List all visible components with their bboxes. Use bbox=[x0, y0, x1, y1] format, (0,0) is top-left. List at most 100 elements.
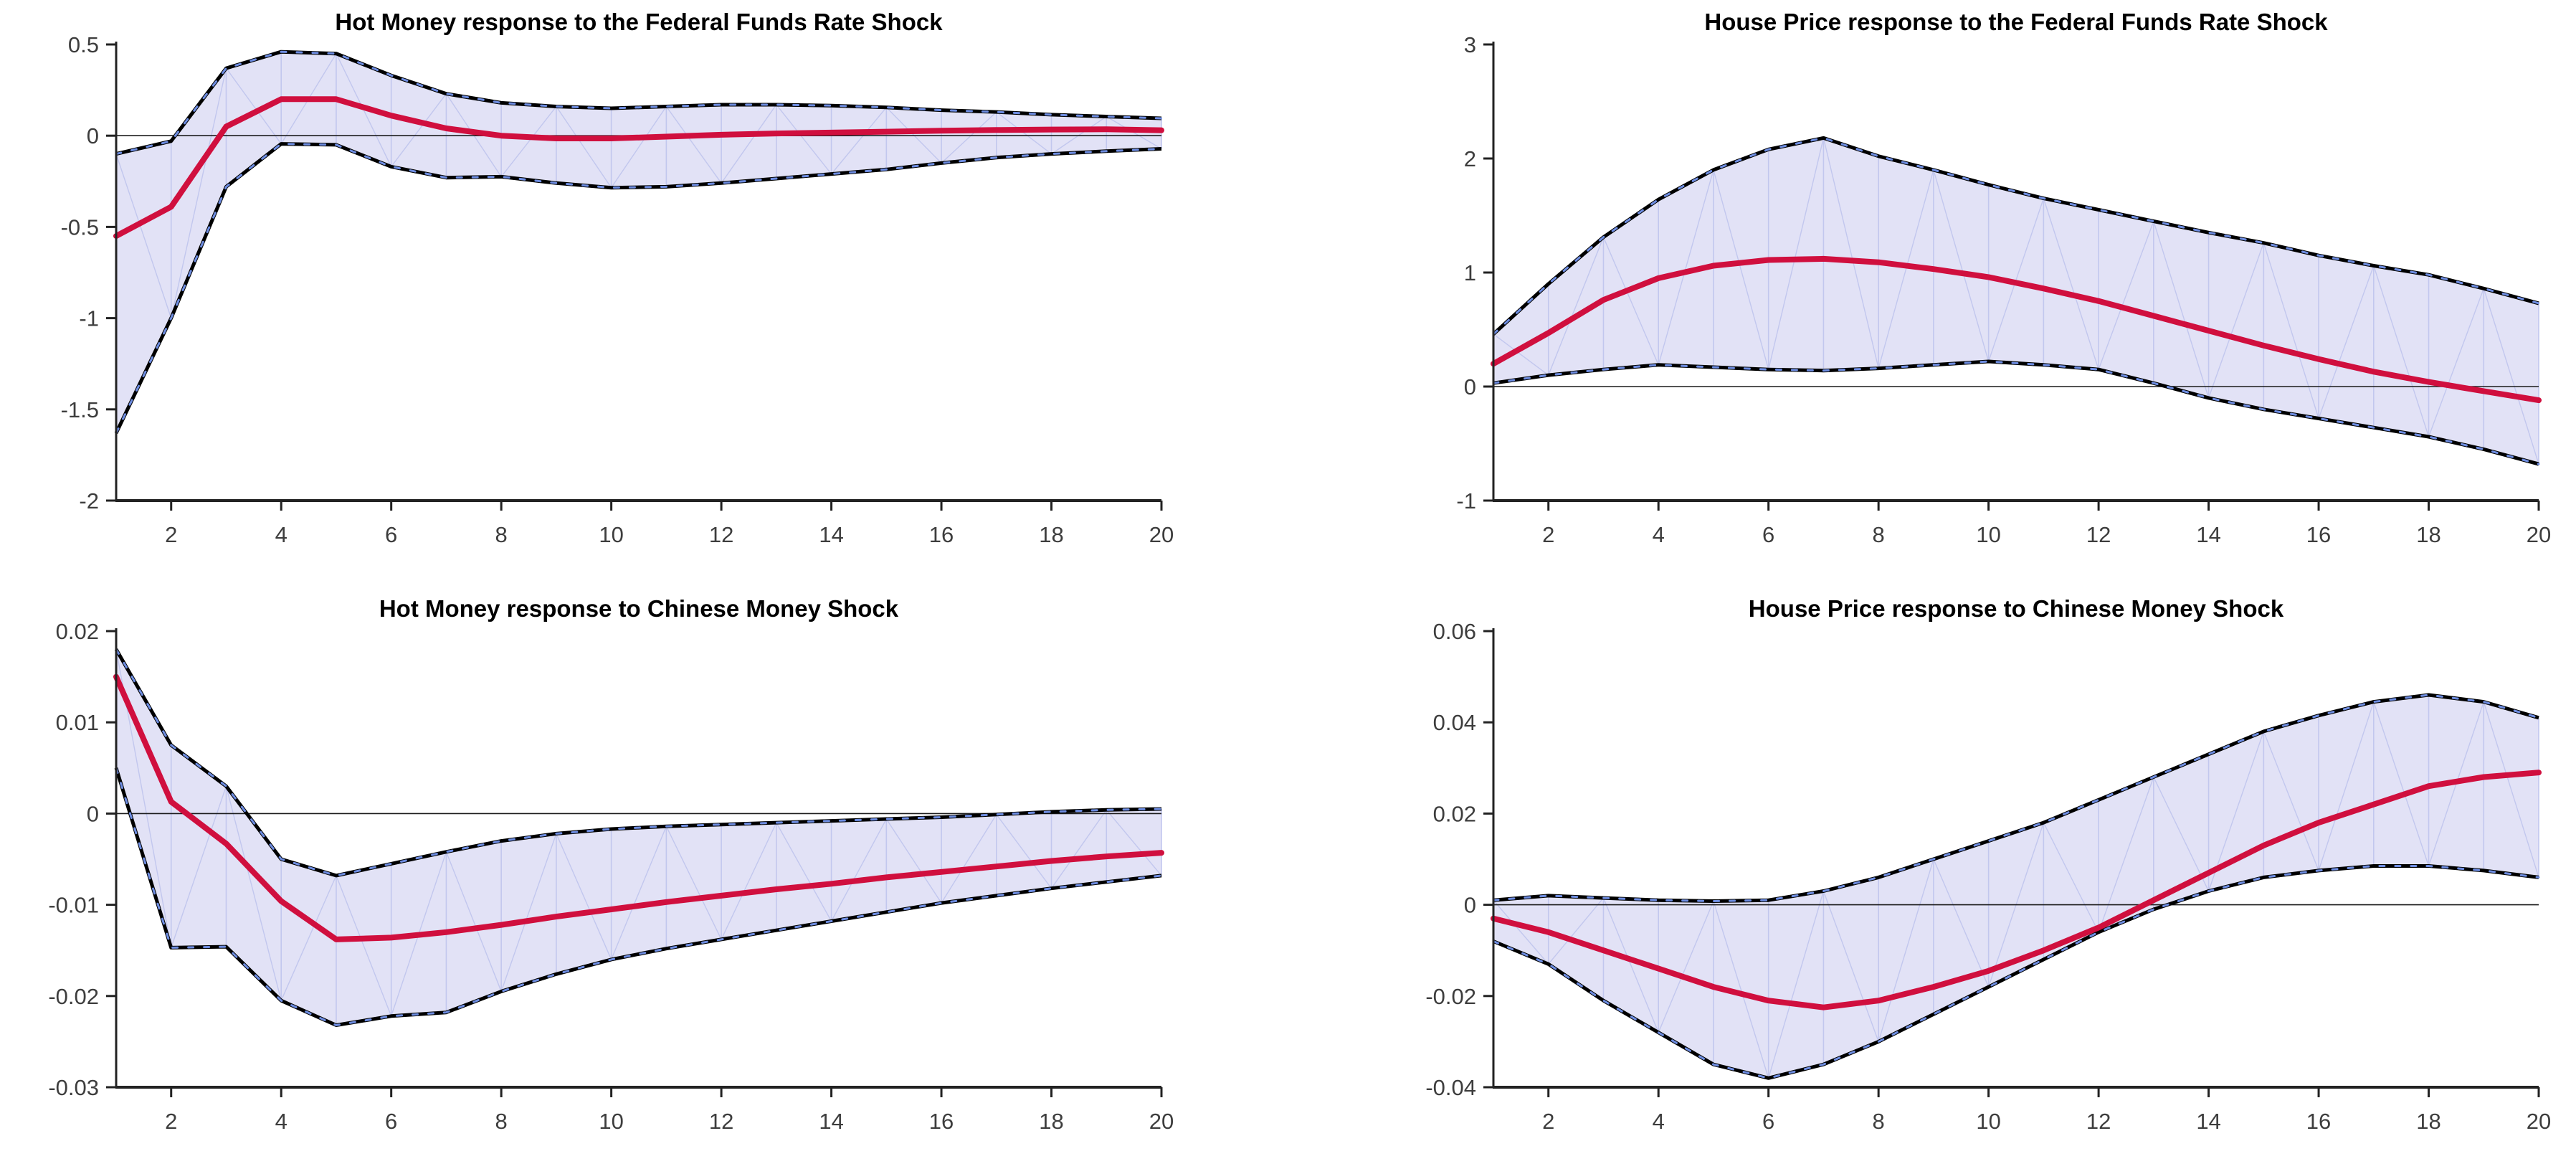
confidence-band-fill bbox=[1493, 138, 2539, 465]
y-tick-label: -0.01 bbox=[48, 893, 99, 918]
band-patch-diagonal-line bbox=[2263, 731, 2319, 871]
band-patch-diagonal-line bbox=[2098, 777, 2154, 932]
panel-top-left: 0.5 0 -0.5 -1 -1.5 -2 2 4 6 8 10 12 14 16 18 20 Hot Mone… bbox=[0, 0, 1288, 587]
y-tick-label: 2 bbox=[1464, 146, 1476, 171]
band-patch-diagonal-line bbox=[1548, 237, 1605, 376]
confidence-band-fill bbox=[116, 52, 1161, 433]
y-tick-label: -0.04 bbox=[1425, 1075, 1476, 1100]
x-tick-label: 18 bbox=[1039, 1109, 1063, 1134]
band-patch-diagonal-line bbox=[2483, 701, 2539, 878]
band-patch-diagonal-line bbox=[556, 833, 612, 960]
y-tick-label: -0.03 bbox=[48, 1075, 99, 1100]
band-patch-diagonal-line bbox=[1658, 901, 1714, 1033]
band-patch-diagonal-line bbox=[1658, 169, 1714, 365]
band-patch-diagonal-line bbox=[2207, 242, 2264, 399]
band-patch-diagonal-line bbox=[1106, 809, 1162, 876]
band-patch-diagonal-line bbox=[2318, 701, 2375, 871]
band-patch-diagonal-line bbox=[831, 107, 887, 175]
lower-band-line bbox=[114, 142, 1162, 434]
x-tick-label: 8 bbox=[1873, 522, 1885, 547]
x-tick-label: 20 bbox=[2527, 522, 2551, 547]
y-tick-label: 3 bbox=[1464, 32, 1476, 57]
median-line bbox=[1491, 255, 2542, 404]
panel-title: House Price response to the Federal Fund… bbox=[1704, 9, 2328, 35]
band-patch-diagonal-line bbox=[665, 825, 722, 940]
band-patch-diagonal-line bbox=[1602, 237, 1659, 366]
band-patch-diagonal-line bbox=[776, 822, 832, 922]
band-patch-diagonal-line bbox=[500, 106, 557, 177]
band-patch-diagonal-line bbox=[171, 67, 227, 318]
median-line bbox=[113, 96, 1164, 240]
upper-band-line-marker-dashes bbox=[1492, 693, 2540, 903]
x-tick-label: 18 bbox=[2416, 522, 2440, 547]
band-patch-diagonal-line bbox=[2318, 265, 2375, 419]
band-patch-diagonal-line bbox=[556, 106, 612, 189]
x-tick-label: 4 bbox=[1653, 1109, 1665, 1134]
x-tick-label: 12 bbox=[2086, 1109, 2111, 1134]
y-tick-label: -0.5 bbox=[61, 214, 99, 240]
band-patch-diagonal-line bbox=[115, 153, 172, 318]
band-patch-diagonal-line bbox=[941, 814, 997, 904]
band-patch-diagonal-line bbox=[2207, 731, 2264, 891]
confidence-band-fill bbox=[116, 649, 1161, 1026]
y-tick-label: 0 bbox=[87, 801, 99, 826]
band-patch-diagonal-line bbox=[721, 822, 777, 940]
band-patch-diagonal-line bbox=[1548, 897, 1605, 965]
panel-title: Hot Money response to the Federal Funds … bbox=[335, 9, 943, 35]
band-patch-diagonal-line bbox=[1050, 809, 1107, 889]
band-patch-diagonal-line bbox=[1933, 169, 1990, 362]
panel-bottom-right: 0.06 0.04 0.02 0 -0.02 -0.04 2 4 6 8 10 12 14 16 18 20 H… bbox=[1288, 587, 2576, 1174]
x-tick-label: 20 bbox=[1149, 1109, 1174, 1134]
x-tick-label: 6 bbox=[1762, 522, 1774, 547]
y-tick-label: 0.5 bbox=[68, 32, 99, 57]
lower-band-line-marker-dashes bbox=[1492, 360, 2540, 465]
panel-top-right: 3 2 1 0 -1 2 4 6 8 10 12 14 16 18 20 House Price respon… bbox=[1288, 0, 2576, 587]
x-tick-label: 10 bbox=[1976, 1109, 2000, 1134]
y-tick-label: 1 bbox=[1464, 260, 1476, 285]
x-tick-label: 14 bbox=[819, 522, 843, 547]
confidence-band-fill bbox=[1493, 695, 2539, 1079]
band-patch-diagonal-line bbox=[225, 67, 282, 145]
band-patch-diagonal-line bbox=[611, 106, 667, 189]
band-patch-diagonal-line bbox=[2483, 288, 2539, 465]
x-tick-label: 12 bbox=[709, 522, 733, 547]
x-tick-label: 2 bbox=[165, 522, 177, 547]
band-patch-diagonal-line bbox=[445, 851, 502, 992]
band-patch-diagonal-line bbox=[885, 818, 942, 904]
x-tick-label: 4 bbox=[275, 1109, 287, 1134]
x-tick-label: 6 bbox=[1762, 1109, 1774, 1134]
y-tick-label: 0.01 bbox=[56, 710, 99, 735]
x-tick-label: 6 bbox=[385, 522, 397, 547]
panel-title: Hot Money response to Chinese Money Shoc… bbox=[379, 595, 899, 622]
upper-band-line-marker-dashes bbox=[115, 50, 1163, 156]
band-patch-diagonal-line bbox=[2373, 265, 2430, 437]
band-patch-diagonal-line bbox=[2153, 777, 2210, 891]
band-patch-diagonal-line bbox=[500, 833, 557, 992]
band-patch-diagonal-line bbox=[610, 825, 667, 960]
x-tick-label: 2 bbox=[165, 1109, 177, 1134]
band-patch-diagonal-line bbox=[225, 786, 282, 1001]
x-tick-label: 4 bbox=[1653, 522, 1665, 547]
y-tick-label: -2 bbox=[79, 488, 99, 513]
band-patch-diagonal-line bbox=[2043, 198, 2099, 370]
y-tick-label: -1.5 bbox=[61, 397, 99, 422]
band-patch-diagonal-line bbox=[1822, 138, 1879, 369]
band-patch-diagonal-line bbox=[665, 106, 722, 184]
band-patch-diagonal-line bbox=[1878, 169, 1934, 369]
band-patch-diagonal-line bbox=[391, 93, 447, 167]
band-patch-diagonal-line bbox=[1713, 901, 1769, 1079]
band-patch-diagonal-line bbox=[1878, 858, 1934, 1042]
x-tick-label: 8 bbox=[1873, 1109, 1885, 1134]
y-tick-label: -0.02 bbox=[1425, 984, 1476, 1009]
x-tick-label: 2 bbox=[1542, 522, 1554, 547]
x-tick-label: 6 bbox=[385, 1109, 397, 1134]
x-tick-label: 18 bbox=[1039, 522, 1063, 547]
band-patch-diagonal-line bbox=[996, 111, 1052, 155]
upper-band-line-marker-dashes bbox=[115, 648, 1163, 877]
irf-chart-house-price-cms: 0.06 0.04 0.02 0 -0.02 -0.04 2 4 6 8 10 12 14 16 18 20 H… bbox=[1425, 595, 2551, 1134]
x-tick-label: 14 bbox=[2196, 522, 2220, 547]
y-tick-label: 0.04 bbox=[1433, 710, 1476, 735]
band-patch-diagonal-line bbox=[2263, 242, 2319, 419]
x-tick-label: 10 bbox=[1976, 522, 2000, 547]
